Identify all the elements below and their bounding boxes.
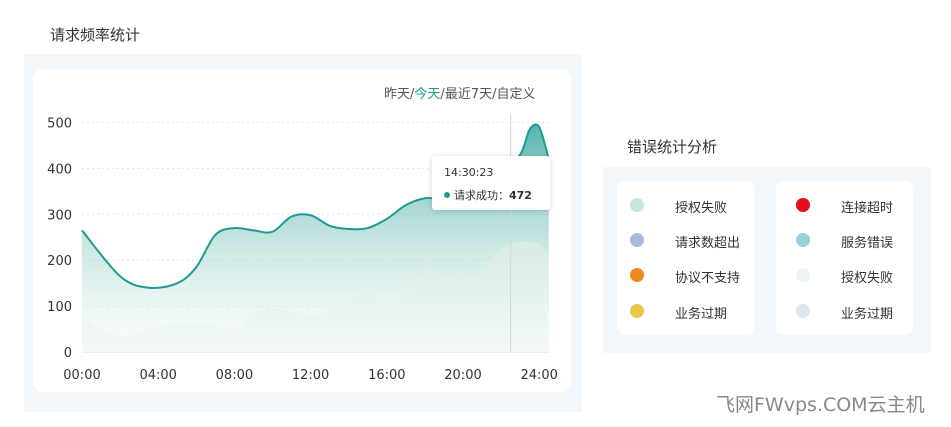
legend-label: 服务错误 bbox=[841, 236, 894, 251]
x-tick-label: 00:00 bbox=[63, 368, 100, 383]
legend-color-dot bbox=[796, 198, 810, 212]
legend-label: 请求数超出 bbox=[675, 236, 741, 251]
legend-color-dot bbox=[796, 268, 810, 282]
y-tick-label: 300 bbox=[47, 208, 72, 223]
y-tick-label: 200 bbox=[47, 254, 72, 269]
legend-label: 业务过期 bbox=[675, 307, 728, 322]
legend-color-dot bbox=[630, 304, 644, 318]
legend-color-dot bbox=[630, 268, 644, 282]
chart-tooltip: 14:30:23 请求成功：472 bbox=[432, 156, 550, 210]
range-today[interactable]: 今天 bbox=[414, 87, 441, 102]
legend-color-dot bbox=[630, 198, 644, 212]
x-tick-label: 20:00 bbox=[444, 368, 481, 383]
range-last-7-days[interactable]: 最近7天 bbox=[444, 87, 493, 102]
x-tick-label: 24:00 bbox=[520, 368, 557, 383]
legend-label: 协议不支持 bbox=[675, 271, 741, 286]
x-tick-label: 08:00 bbox=[216, 368, 253, 383]
y-tick-label: 400 bbox=[47, 162, 72, 177]
request-frequency-title: 请求频率统计 bbox=[50, 26, 141, 44]
x-tick-label: 16:00 bbox=[368, 368, 405, 383]
legend-color-dot bbox=[630, 233, 644, 247]
watermark: 飞网FWvps.COM云主机 bbox=[716, 394, 925, 416]
range-yesterday[interactable]: 昨天 bbox=[384, 87, 411, 102]
time-range-selector: 昨天/今天/最近7天/自定义 bbox=[384, 83, 536, 102]
legend-color-dot bbox=[796, 233, 810, 247]
legend-label: 业务过期 bbox=[841, 307, 894, 322]
legend-label: 连接超时 bbox=[841, 201, 894, 216]
tooltip-time: 14:30:23 bbox=[444, 166, 494, 179]
legend-color-dot bbox=[796, 304, 810, 318]
y-tick-label: 500 bbox=[47, 117, 72, 132]
tooltip-label: 请求成功： bbox=[454, 189, 509, 202]
x-tick-label: 04:00 bbox=[139, 368, 176, 383]
range-custom[interactable]: 自定义 bbox=[496, 87, 536, 102]
range-separator: / bbox=[492, 87, 497, 102]
tooltip-series-dot bbox=[444, 192, 450, 198]
legend-label: 授权失败 bbox=[841, 271, 894, 286]
tooltip-value: 472 bbox=[509, 189, 532, 202]
tooltip-row: 请求成功：472 bbox=[444, 187, 532, 203]
range-separator: / bbox=[440, 87, 445, 102]
x-tick-label: 12:00 bbox=[292, 368, 329, 383]
legend-label: 授权失败 bbox=[675, 201, 728, 216]
series-1-area bbox=[82, 241, 549, 352]
y-tick-label: 100 bbox=[47, 300, 72, 315]
y-tick-label: 0 bbox=[64, 346, 72, 361]
error-analysis-title: 错误统计分析 bbox=[627, 138, 718, 156]
range-separator: / bbox=[410, 87, 415, 102]
